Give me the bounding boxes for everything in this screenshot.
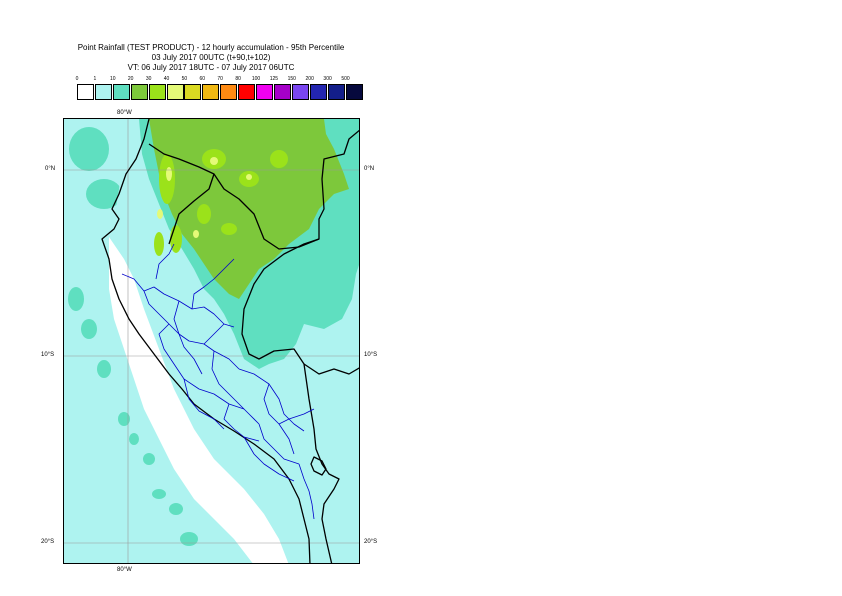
legend-tick-label: 0 [75,76,79,82]
legend-tick-label: 150 [287,76,296,82]
legend-swatch [184,84,202,100]
legend-tick-label: 40 [163,76,170,82]
legend-swatch [112,84,130,100]
title-line-2: 03 July 2017 00UTC (t+90,t+102) [151,53,271,62]
map-panel [63,118,360,564]
legend-swatch [345,84,363,100]
legend-tick-label: 10 [110,76,116,82]
country-borders [101,119,359,563]
legend-tick-label: 500 [341,76,350,82]
right-lat-label-10s: 10°S [364,352,378,358]
map-canvas [64,119,359,563]
legend-tick-label: 80 [235,76,241,82]
legend-swatch [166,84,184,100]
legend-tick-label: 1 [93,76,97,82]
legend-swatch [238,84,256,100]
legend-tick-label: 50 [181,76,188,82]
title-line-1: Point Rainfall (TEST PRODUCT) - 12 hourl… [77,43,345,52]
right-lat-label-20s: 20°S [364,539,378,545]
legend-tick-label: 70 [217,76,223,82]
legend-swatch [273,84,291,100]
legend-tick-label: 200 [305,76,314,82]
legend-swatch [94,84,112,100]
legend-tick-label: 300 [323,76,332,82]
legend-swatch [256,84,273,100]
left-lat-label-10s: 10°S [41,352,55,358]
region-borders [121,243,315,520]
legend-tick-label: 30 [145,76,152,82]
left-lat-label-0: 0°N [45,166,56,172]
legend-tick-label: 100 [251,76,261,82]
left-lat-label-20s: 20°S [41,539,55,545]
legend-swatch [202,84,220,100]
right-lat-label-0: 0°N [364,166,375,172]
legend-swatch [77,84,94,100]
bottom-longitude-label: 80°W [117,567,132,573]
sea-rain-patches [68,127,198,546]
legend-swatch [148,84,166,100]
sea-white-band [109,237,289,563]
legend-swatch [309,84,327,100]
legend-swatch [220,84,238,100]
land-heaviest-rain [157,157,252,238]
legend-tick-label: 20 [127,76,134,82]
color-legend: 0 1 10 20 30 40 50 60 70 80 100 125 150 200 300 500 [75,76,363,102]
title-line-3: VT: 06 July 2017 18UTC - 07 July 2017 06… [127,63,295,72]
legend-tick-label: 60 [199,76,206,82]
legend-swatch [291,84,309,100]
map-gridlines [64,119,359,563]
legend-swatch [327,84,345,100]
legend-swatch [130,84,148,100]
legend-tick-label: 125 [269,76,279,82]
top-longitude-label: 80°W [117,110,132,116]
